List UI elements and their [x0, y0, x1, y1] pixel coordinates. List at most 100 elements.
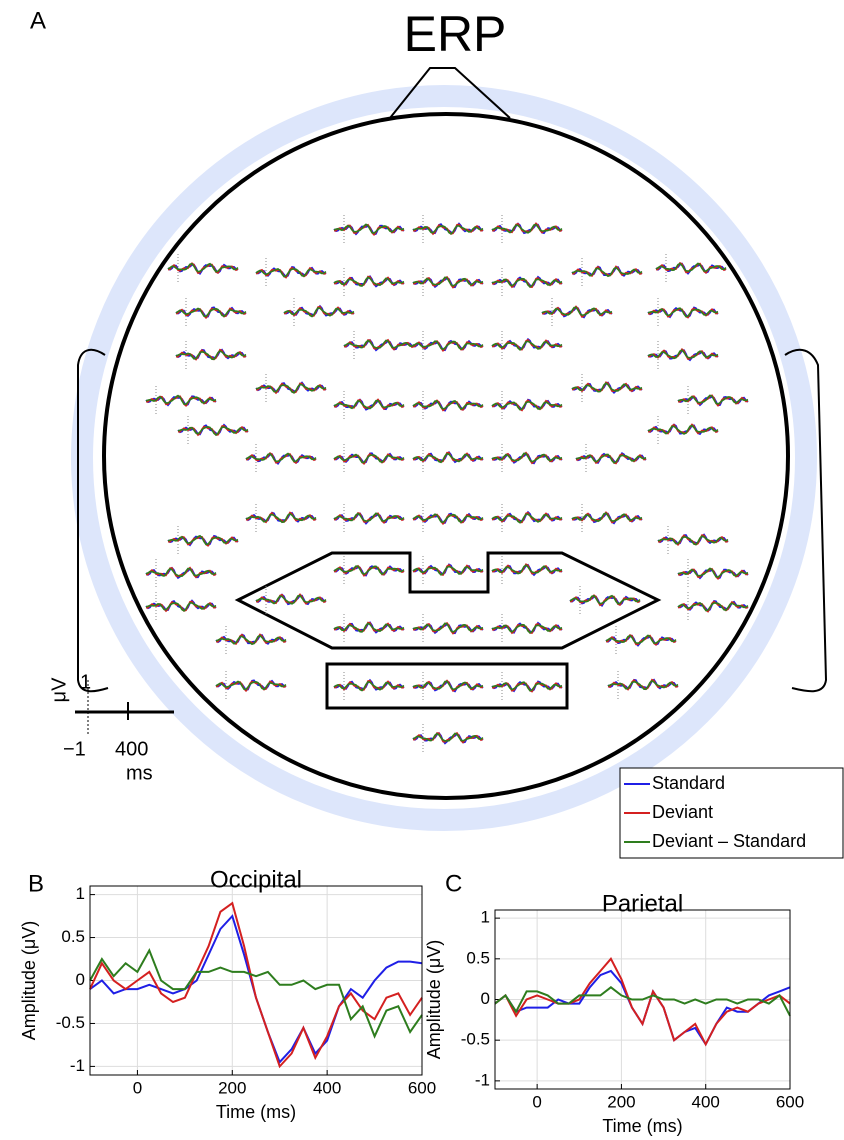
legend: Standard Deviant Deviant – Standard: [619, 767, 844, 859]
y-tick-label: 1: [76, 884, 85, 903]
plot-frame: [494, 909, 791, 1090]
trace: [412, 513, 484, 526]
trace: [145, 394, 217, 406]
trace: [647, 307, 719, 318]
trace: [283, 307, 355, 318]
trace: [215, 680, 287, 691]
trace: [607, 679, 679, 690]
trace: [491, 623, 563, 634]
trace: [491, 400, 563, 411]
trace: [605, 633, 677, 646]
trace: [412, 276, 484, 287]
y-axis-label: Amplitude (μV): [424, 940, 444, 1059]
trace: [167, 262, 239, 273]
trace: [333, 621, 405, 633]
scale-label: μV: [48, 677, 70, 703]
legend-label: Standard: [652, 773, 725, 793]
trace: [677, 600, 749, 613]
trace: [491, 277, 563, 288]
legend-label: Deviant – Standard: [652, 831, 806, 851]
y-tick-label: 0: [481, 989, 490, 1008]
trace: [412, 732, 484, 742]
trace: [333, 512, 405, 522]
x-tick-label: 600: [408, 1078, 436, 1097]
trace: [677, 602, 749, 612]
trace: [605, 634, 677, 645]
nose: [389, 67, 511, 119]
y-tick-label: -1: [475, 1070, 490, 1089]
y-tick-label: 0.5: [466, 948, 490, 967]
trace: [333, 399, 405, 410]
occipital-region: [234, 551, 662, 650]
trace: [412, 565, 484, 576]
trace: [575, 453, 647, 464]
trace: [412, 563, 484, 577]
x-axis-label: Time (ms): [602, 1116, 682, 1136]
trace: [333, 679, 405, 692]
trace: [215, 680, 287, 693]
trace: [412, 400, 484, 410]
trace: [655, 262, 727, 272]
trace: [412, 622, 484, 633]
trace: [647, 348, 719, 361]
y-tick-label: -1: [70, 1056, 85, 1075]
x-tick-label: 0: [133, 1078, 142, 1097]
trace: [677, 394, 749, 405]
series-line: [89, 901, 423, 1069]
trace: [245, 452, 317, 463]
plot-frame: [89, 885, 423, 1076]
electrode-traces: [145, 215, 749, 752]
trace: [255, 383, 327, 394]
x-tick-label: 200: [218, 1078, 246, 1097]
trace: [177, 425, 249, 437]
trace: [145, 602, 217, 612]
chart-title: Parietal: [602, 890, 683, 917]
y-tick-label: 1: [481, 908, 490, 927]
trace: [333, 453, 405, 464]
panel-label: C: [445, 870, 462, 897]
trace: [569, 594, 641, 605]
trace: [343, 339, 415, 349]
trace: [491, 452, 563, 463]
trace: [412, 340, 484, 353]
trace: [283, 305, 355, 318]
trace: [412, 513, 484, 524]
y-tick-label: 0: [76, 970, 85, 989]
trace: [569, 594, 641, 607]
series-line: [89, 948, 423, 1039]
y-tick-label: -0.5: [56, 1013, 85, 1032]
series-line: [494, 957, 791, 1047]
trace: [491, 340, 563, 351]
trace: [571, 382, 643, 393]
trace: [541, 306, 613, 317]
trace: [571, 266, 643, 278]
trace: [491, 681, 563, 692]
trace: [491, 399, 563, 412]
trace: [255, 594, 327, 605]
trace: [333, 565, 405, 576]
head-halo: [71, 85, 817, 831]
trace: [255, 266, 327, 279]
trace: [412, 451, 484, 463]
trace: [245, 512, 317, 524]
trace: [175, 307, 247, 320]
legend-box: [619, 767, 844, 859]
x-tick-label: 600: [776, 1092, 804, 1111]
trace: [412, 399, 484, 412]
trace: [412, 452, 484, 464]
trace: [491, 511, 563, 524]
trace: [657, 535, 729, 546]
x-tick-label: 200: [607, 1092, 635, 1111]
scale-label: 1: [80, 671, 91, 693]
trace: [245, 452, 317, 464]
y-axis-label: Amplitude (μV): [19, 921, 39, 1040]
trace: [647, 349, 719, 360]
trace: [175, 307, 247, 318]
trace: [333, 223, 405, 234]
scale-label: 400: [115, 738, 148, 760]
x-tick-label: 0: [532, 1092, 541, 1111]
trace: [491, 513, 563, 524]
panel-label: B: [28, 870, 44, 897]
trace: [255, 268, 327, 278]
